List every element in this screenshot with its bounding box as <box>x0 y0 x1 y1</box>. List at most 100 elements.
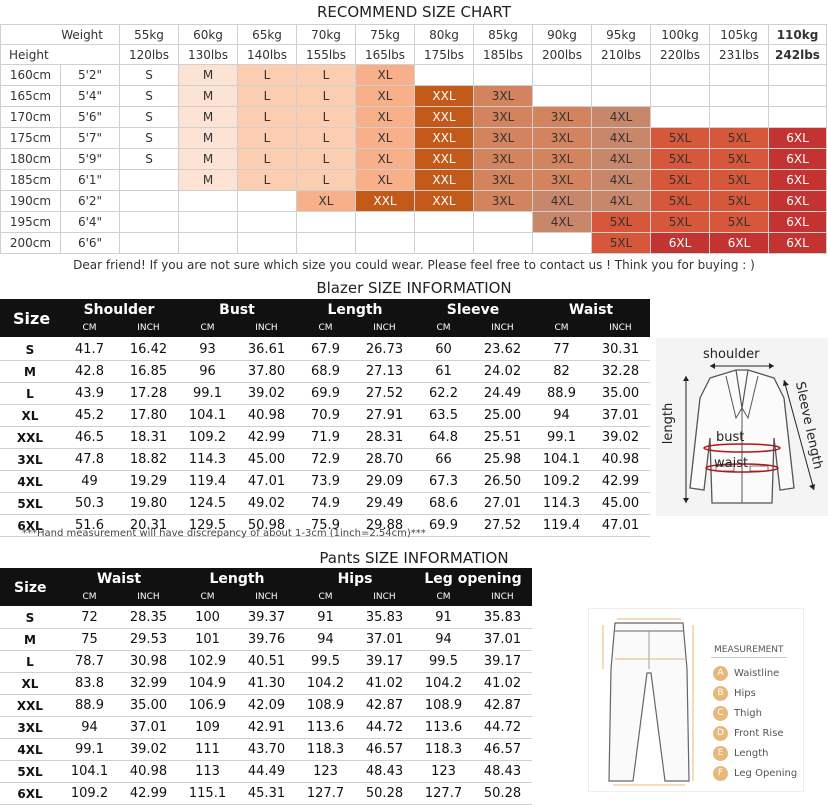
weight-lbs: 165lbs <box>355 44 415 65</box>
measurement-value: 37.01 <box>601 408 640 423</box>
size-cell: S <box>119 106 179 128</box>
measurement-value: 25.98 <box>483 452 522 467</box>
size-label: 5XL <box>17 764 43 779</box>
legend-item: A Waistline <box>713 663 797 683</box>
size-cell: M <box>178 148 238 170</box>
legend-key: A <box>713 665 728 681</box>
size-cell: XL <box>355 106 415 128</box>
measurement-value: 75 <box>81 632 98 647</box>
pants-diagram: MEASUREMENT A Waistline B Hips C Thigh D Front … <box>588 608 804 792</box>
size-cell: L <box>296 106 356 128</box>
measurement-value: 99.1 <box>75 742 104 757</box>
size-cell: S <box>119 127 179 149</box>
measurement-value: 50.98 <box>247 518 286 533</box>
legend-key: B <box>713 685 728 701</box>
measurement-value: 42.87 <box>365 698 404 713</box>
measurement-value: 28.31 <box>365 430 404 445</box>
pants-title: Pants SIZE INFORMATION <box>319 549 509 567</box>
size-label: XXL <box>16 698 44 713</box>
measurement-value: 73.9 <box>311 474 340 489</box>
measurement-value: 17.28 <box>129 386 168 401</box>
height-ft: 6'1" <box>60 169 120 191</box>
measurement-value: 109.2 <box>542 474 581 489</box>
size-cell <box>650 64 710 86</box>
measurement-value: 27.52 <box>365 386 404 401</box>
size-cell <box>296 211 356 233</box>
measurement-value: 66 <box>435 452 452 467</box>
height-ft: 6'6" <box>60 232 120 254</box>
measurement-value: 72.9 <box>311 452 340 467</box>
weight-kg: 90kg <box>532 24 592 45</box>
measurement-value: 39.17 <box>365 654 404 669</box>
measurement-value: 62.2 <box>429 386 458 401</box>
measurement-value: 60 <box>435 342 452 357</box>
legend-label: Leg Opening <box>734 767 798 779</box>
measurement-value: 104.1 <box>70 764 109 779</box>
size-cell: L <box>237 127 297 149</box>
measurement-value: 93 <box>199 342 216 357</box>
table-row: S 41.7 16.42 93 36.61 67.9 26.73 60 23.62 77 30.31 <box>0 339 650 361</box>
measurement-value: 16.42 <box>129 342 168 357</box>
column-header: Bust <box>219 302 255 318</box>
size-cell: L <box>237 64 297 86</box>
weight-lbs: 155lbs <box>296 44 356 65</box>
measurement-value: 96 <box>199 364 216 379</box>
size-cell <box>414 64 474 86</box>
measurement-value: 50.28 <box>483 786 522 801</box>
size-cell <box>237 232 297 254</box>
diagram-waist-label: waist <box>714 456 749 471</box>
size-cell <box>178 190 238 212</box>
measurement-value: 24.49 <box>483 386 522 401</box>
weight-lbs: 200lbs <box>532 44 592 65</box>
size-cell <box>119 211 179 233</box>
table-row: 4XL 99.1 39.02 111 43.70 118.3 46.57 118.3 46.57 <box>0 739 532 761</box>
measurement-value: 123 <box>431 764 456 779</box>
size-cell: XL <box>355 169 415 191</box>
measurement-value: 118.3 <box>306 742 345 757</box>
measurement-value: 48.43 <box>483 764 522 779</box>
size-label: S <box>25 610 35 625</box>
measurement-value: 46.57 <box>483 742 522 757</box>
measurement-value: 51.6 <box>75 518 104 533</box>
size-cell: L <box>296 148 356 170</box>
size-cell: 4XL <box>591 169 651 191</box>
size-cell: L <box>237 106 297 128</box>
measurement-value: 94 <box>553 408 570 423</box>
size-cell: 6XL <box>768 190 827 212</box>
size-cell: M <box>178 127 238 149</box>
height-cm: 195cm <box>0 211 61 233</box>
weight-lbs: 130lbs <box>178 44 238 65</box>
size-cell: 6XL <box>768 232 827 254</box>
measurement-value: 29.88 <box>365 518 404 533</box>
size-cell <box>237 190 297 212</box>
weight-lbs: 140lbs <box>237 44 297 65</box>
measurement-value: 18.82 <box>129 452 168 467</box>
measurement-value: 39.17 <box>483 654 522 669</box>
measurement-value: 25.00 <box>483 408 522 423</box>
size-cell: 5XL <box>650 211 710 233</box>
size-cell: XL <box>355 148 415 170</box>
measurement-value: 40.51 <box>247 654 286 669</box>
measurement-value: 88.9 <box>547 386 576 401</box>
table-row: XL 45.2 17.80 104.1 40.98 70.9 27.91 63.5 25.00 9… <box>0 405 650 427</box>
size-cell <box>650 85 710 107</box>
size-cell: M <box>178 64 238 86</box>
size-cell: 3XL <box>473 148 533 170</box>
size-cell: XL <box>355 64 415 86</box>
size-cell: XXL <box>414 190 474 212</box>
measurement-value: 32.99 <box>129 676 168 691</box>
diagram-bust-label: bust <box>716 430 745 445</box>
measurement-value: 45.31 <box>247 786 286 801</box>
pants-size-label: Size <box>14 580 47 596</box>
size-cell: 4XL <box>532 211 592 233</box>
measurement-value: 16.85 <box>129 364 168 379</box>
size-cell: S <box>119 85 179 107</box>
measurement-value: 123 <box>313 764 338 779</box>
size-cell <box>296 232 356 254</box>
size-cell: 5XL <box>650 190 710 212</box>
size-cell: 3XL <box>532 127 592 149</box>
size-cell: S <box>119 64 179 86</box>
measurement-value: 45.00 <box>247 452 286 467</box>
measurement-value: 25.51 <box>483 430 522 445</box>
table-row: 6XL 51.6 20.31 129.5 50.98 75.9 29.88 69.9 27.52… <box>0 515 650 537</box>
